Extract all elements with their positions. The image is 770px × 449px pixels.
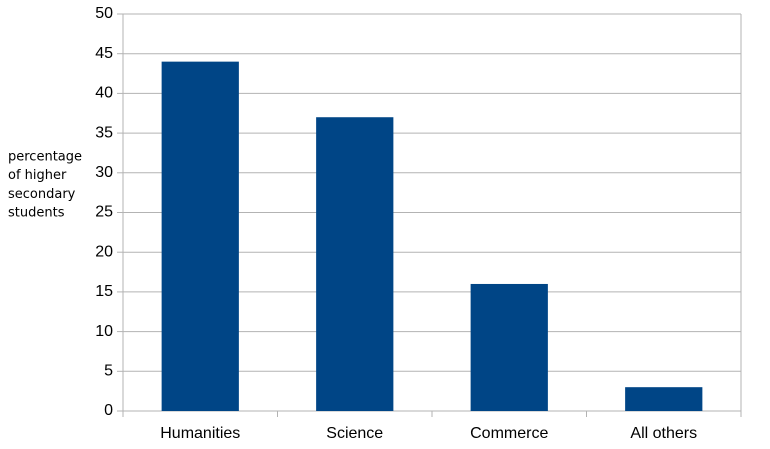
x-tick-label: Science bbox=[326, 425, 383, 442]
y-tick-label: 35 bbox=[95, 124, 113, 141]
y-tick-label: 30 bbox=[95, 164, 113, 181]
bar bbox=[316, 117, 394, 411]
y-tick-label: 40 bbox=[95, 85, 113, 102]
y-axis-label: secondary bbox=[8, 187, 76, 202]
y-tick-label: 10 bbox=[95, 323, 113, 340]
bar bbox=[161, 61, 239, 411]
y-axis-label: students bbox=[8, 206, 65, 221]
y-axis-label: of higher bbox=[8, 168, 67, 183]
y-tick-label: 50 bbox=[95, 5, 113, 22]
y-tick-label: 20 bbox=[95, 243, 113, 260]
y-tick-label: 5 bbox=[104, 363, 113, 380]
y-axis-label: percentage bbox=[8, 150, 82, 165]
x-tick-label: All others bbox=[630, 425, 697, 442]
y-tick-label: 15 bbox=[95, 283, 113, 300]
bar bbox=[625, 387, 703, 411]
x-tick-label: Commerce bbox=[470, 425, 548, 442]
bar bbox=[470, 283, 548, 411]
y-tick-label: 25 bbox=[95, 204, 113, 221]
y-tick-label: 0 bbox=[104, 402, 113, 419]
y-tick-label: 45 bbox=[95, 45, 113, 62]
x-tick-label: Humanities bbox=[160, 425, 240, 442]
